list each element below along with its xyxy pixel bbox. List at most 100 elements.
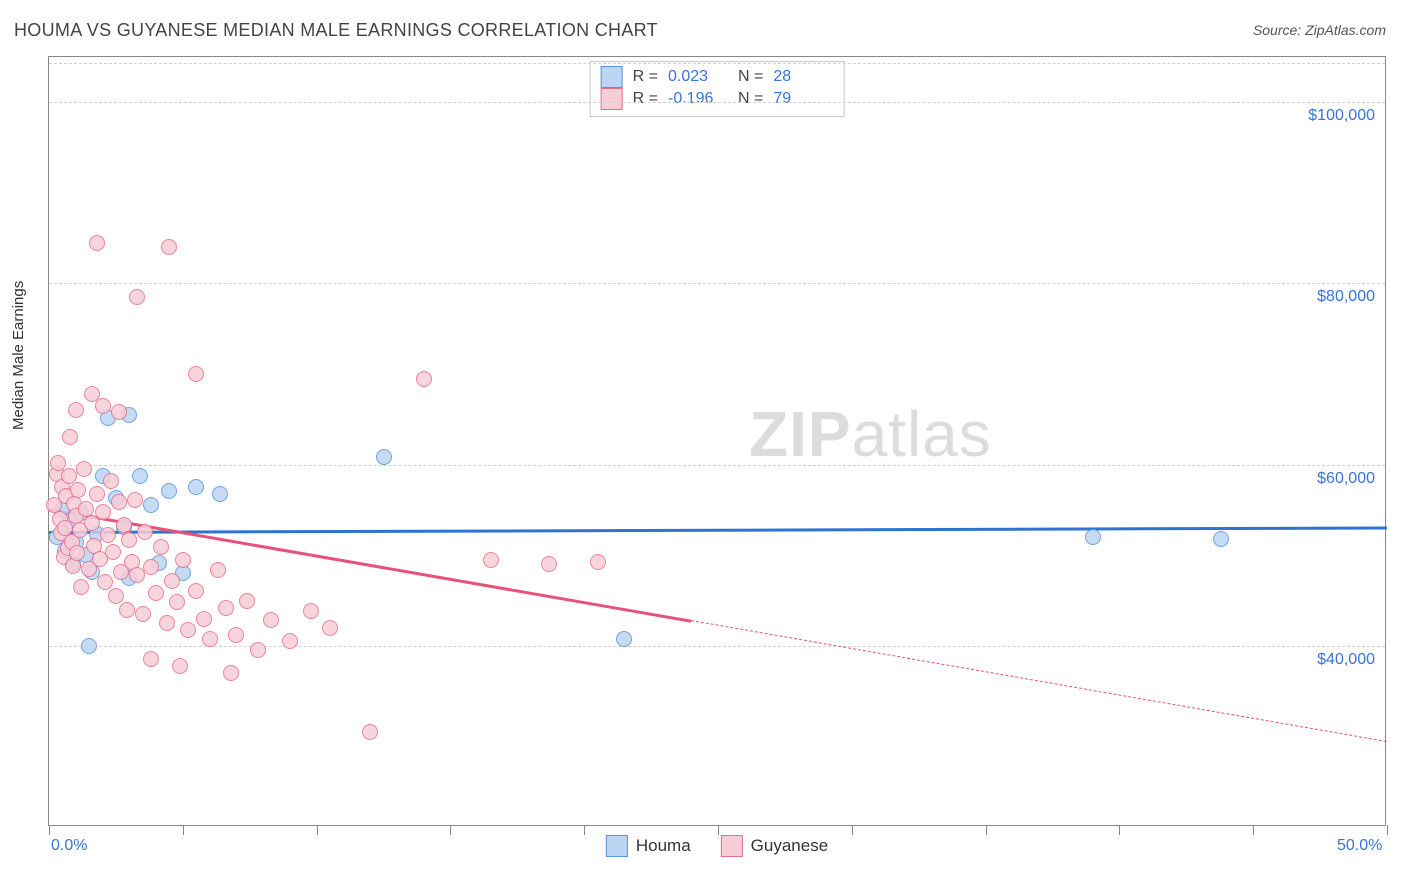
data-point	[132, 468, 148, 484]
correlation-stats-box: R = 0.023 N = 28 R = -0.196 N = 79	[590, 61, 845, 117]
data-point	[188, 479, 204, 495]
x-tick-mark	[317, 825, 318, 835]
data-point	[376, 449, 392, 465]
x-tick-mark	[49, 825, 50, 835]
x-tick-mark	[1253, 825, 1254, 835]
data-point	[127, 492, 143, 508]
data-point	[153, 539, 169, 555]
data-point	[103, 473, 119, 489]
data-point	[129, 289, 145, 305]
stat-R-value: -0.196	[668, 90, 728, 108]
data-point	[121, 532, 137, 548]
data-point	[202, 631, 218, 647]
legend-item: Houma	[606, 835, 691, 857]
legend-swatch	[606, 835, 628, 857]
stat-R-label: R =	[633, 68, 658, 86]
data-point	[172, 658, 188, 674]
data-point	[416, 371, 432, 387]
legend-label: Guyanese	[751, 836, 829, 856]
data-point	[169, 594, 185, 610]
data-point	[70, 482, 86, 498]
gridline-h	[49, 283, 1385, 284]
data-point	[282, 633, 298, 649]
x-tick-mark	[1387, 825, 1388, 835]
data-point	[483, 552, 499, 568]
data-point	[143, 651, 159, 667]
data-point	[159, 615, 175, 631]
data-point	[161, 483, 177, 499]
series-swatch	[601, 66, 623, 88]
data-point	[188, 366, 204, 382]
data-point	[218, 600, 234, 616]
data-point	[616, 631, 632, 647]
y-tick-label: $60,000	[1317, 470, 1375, 488]
x-tick-label: 0.0%	[51, 837, 87, 855]
data-point	[69, 545, 85, 561]
y-axis-label: Median Male Earnings	[10, 281, 27, 430]
stat-R-value: 0.023	[668, 68, 728, 86]
source-prefix: Source:	[1253, 22, 1305, 38]
stat-N-value: 79	[773, 90, 833, 108]
legend-swatch	[721, 835, 743, 857]
data-point	[68, 402, 84, 418]
stat-R-label: R =	[633, 90, 658, 108]
data-point	[61, 468, 77, 484]
data-point	[143, 559, 159, 575]
data-point	[362, 724, 378, 740]
x-tick-mark	[986, 825, 987, 835]
series-legend: Houma Guyanese	[606, 835, 828, 857]
data-point	[111, 404, 127, 420]
data-point	[84, 386, 100, 402]
data-point	[180, 622, 196, 638]
data-point	[210, 562, 226, 578]
data-point	[196, 611, 212, 627]
data-point	[76, 461, 92, 477]
data-point	[148, 585, 164, 601]
x-tick-label: 50.0%	[1337, 837, 1382, 855]
data-point	[228, 627, 244, 643]
stat-N-label: N =	[738, 68, 763, 86]
stats-row: R = -0.196 N = 79	[601, 88, 834, 110]
data-point	[223, 665, 239, 681]
source-credit: Source: ZipAtlas.com	[1253, 22, 1386, 38]
data-point	[95, 504, 111, 520]
data-point	[97, 574, 113, 590]
data-point	[250, 642, 266, 658]
series-swatch	[601, 88, 623, 110]
x-tick-mark	[718, 825, 719, 835]
x-tick-mark	[584, 825, 585, 835]
y-tick-label: $40,000	[1317, 651, 1375, 669]
data-point	[212, 486, 228, 502]
data-point	[105, 544, 121, 560]
data-point	[161, 239, 177, 255]
scatter-plot-area: ZIPatlas R =0.023N =28R =-0.196N =79 Hou…	[48, 56, 1386, 826]
x-tick-mark	[852, 825, 853, 835]
data-point	[143, 497, 159, 513]
source-name: ZipAtlas.com	[1305, 22, 1386, 38]
data-point	[89, 486, 105, 502]
data-point	[119, 602, 135, 618]
data-point	[111, 494, 127, 510]
legend-item: Guyanese	[721, 835, 829, 857]
data-point	[175, 552, 191, 568]
data-point	[164, 573, 180, 589]
data-point	[135, 606, 151, 622]
trend-line	[49, 526, 1387, 533]
data-point	[322, 620, 338, 636]
data-point	[100, 527, 116, 543]
stat-N-label: N =	[738, 90, 763, 108]
trend-line-extrapolated	[691, 620, 1387, 742]
x-tick-mark	[450, 825, 451, 835]
y-tick-label: $80,000	[1317, 288, 1375, 306]
watermark-text: ZIPatlas	[749, 397, 992, 471]
data-point	[590, 554, 606, 570]
data-point	[188, 583, 204, 599]
x-tick-mark	[1119, 825, 1120, 835]
watermark-zip: ZIP	[749, 398, 852, 470]
gridline-h	[49, 102, 1385, 103]
data-point	[541, 556, 557, 572]
stat-N-value: 28	[773, 68, 833, 86]
data-point	[89, 235, 105, 251]
data-point	[239, 593, 255, 609]
chart-title: HOUMA VS GUYANESE MEDIAN MALE EARNINGS C…	[14, 20, 658, 41]
